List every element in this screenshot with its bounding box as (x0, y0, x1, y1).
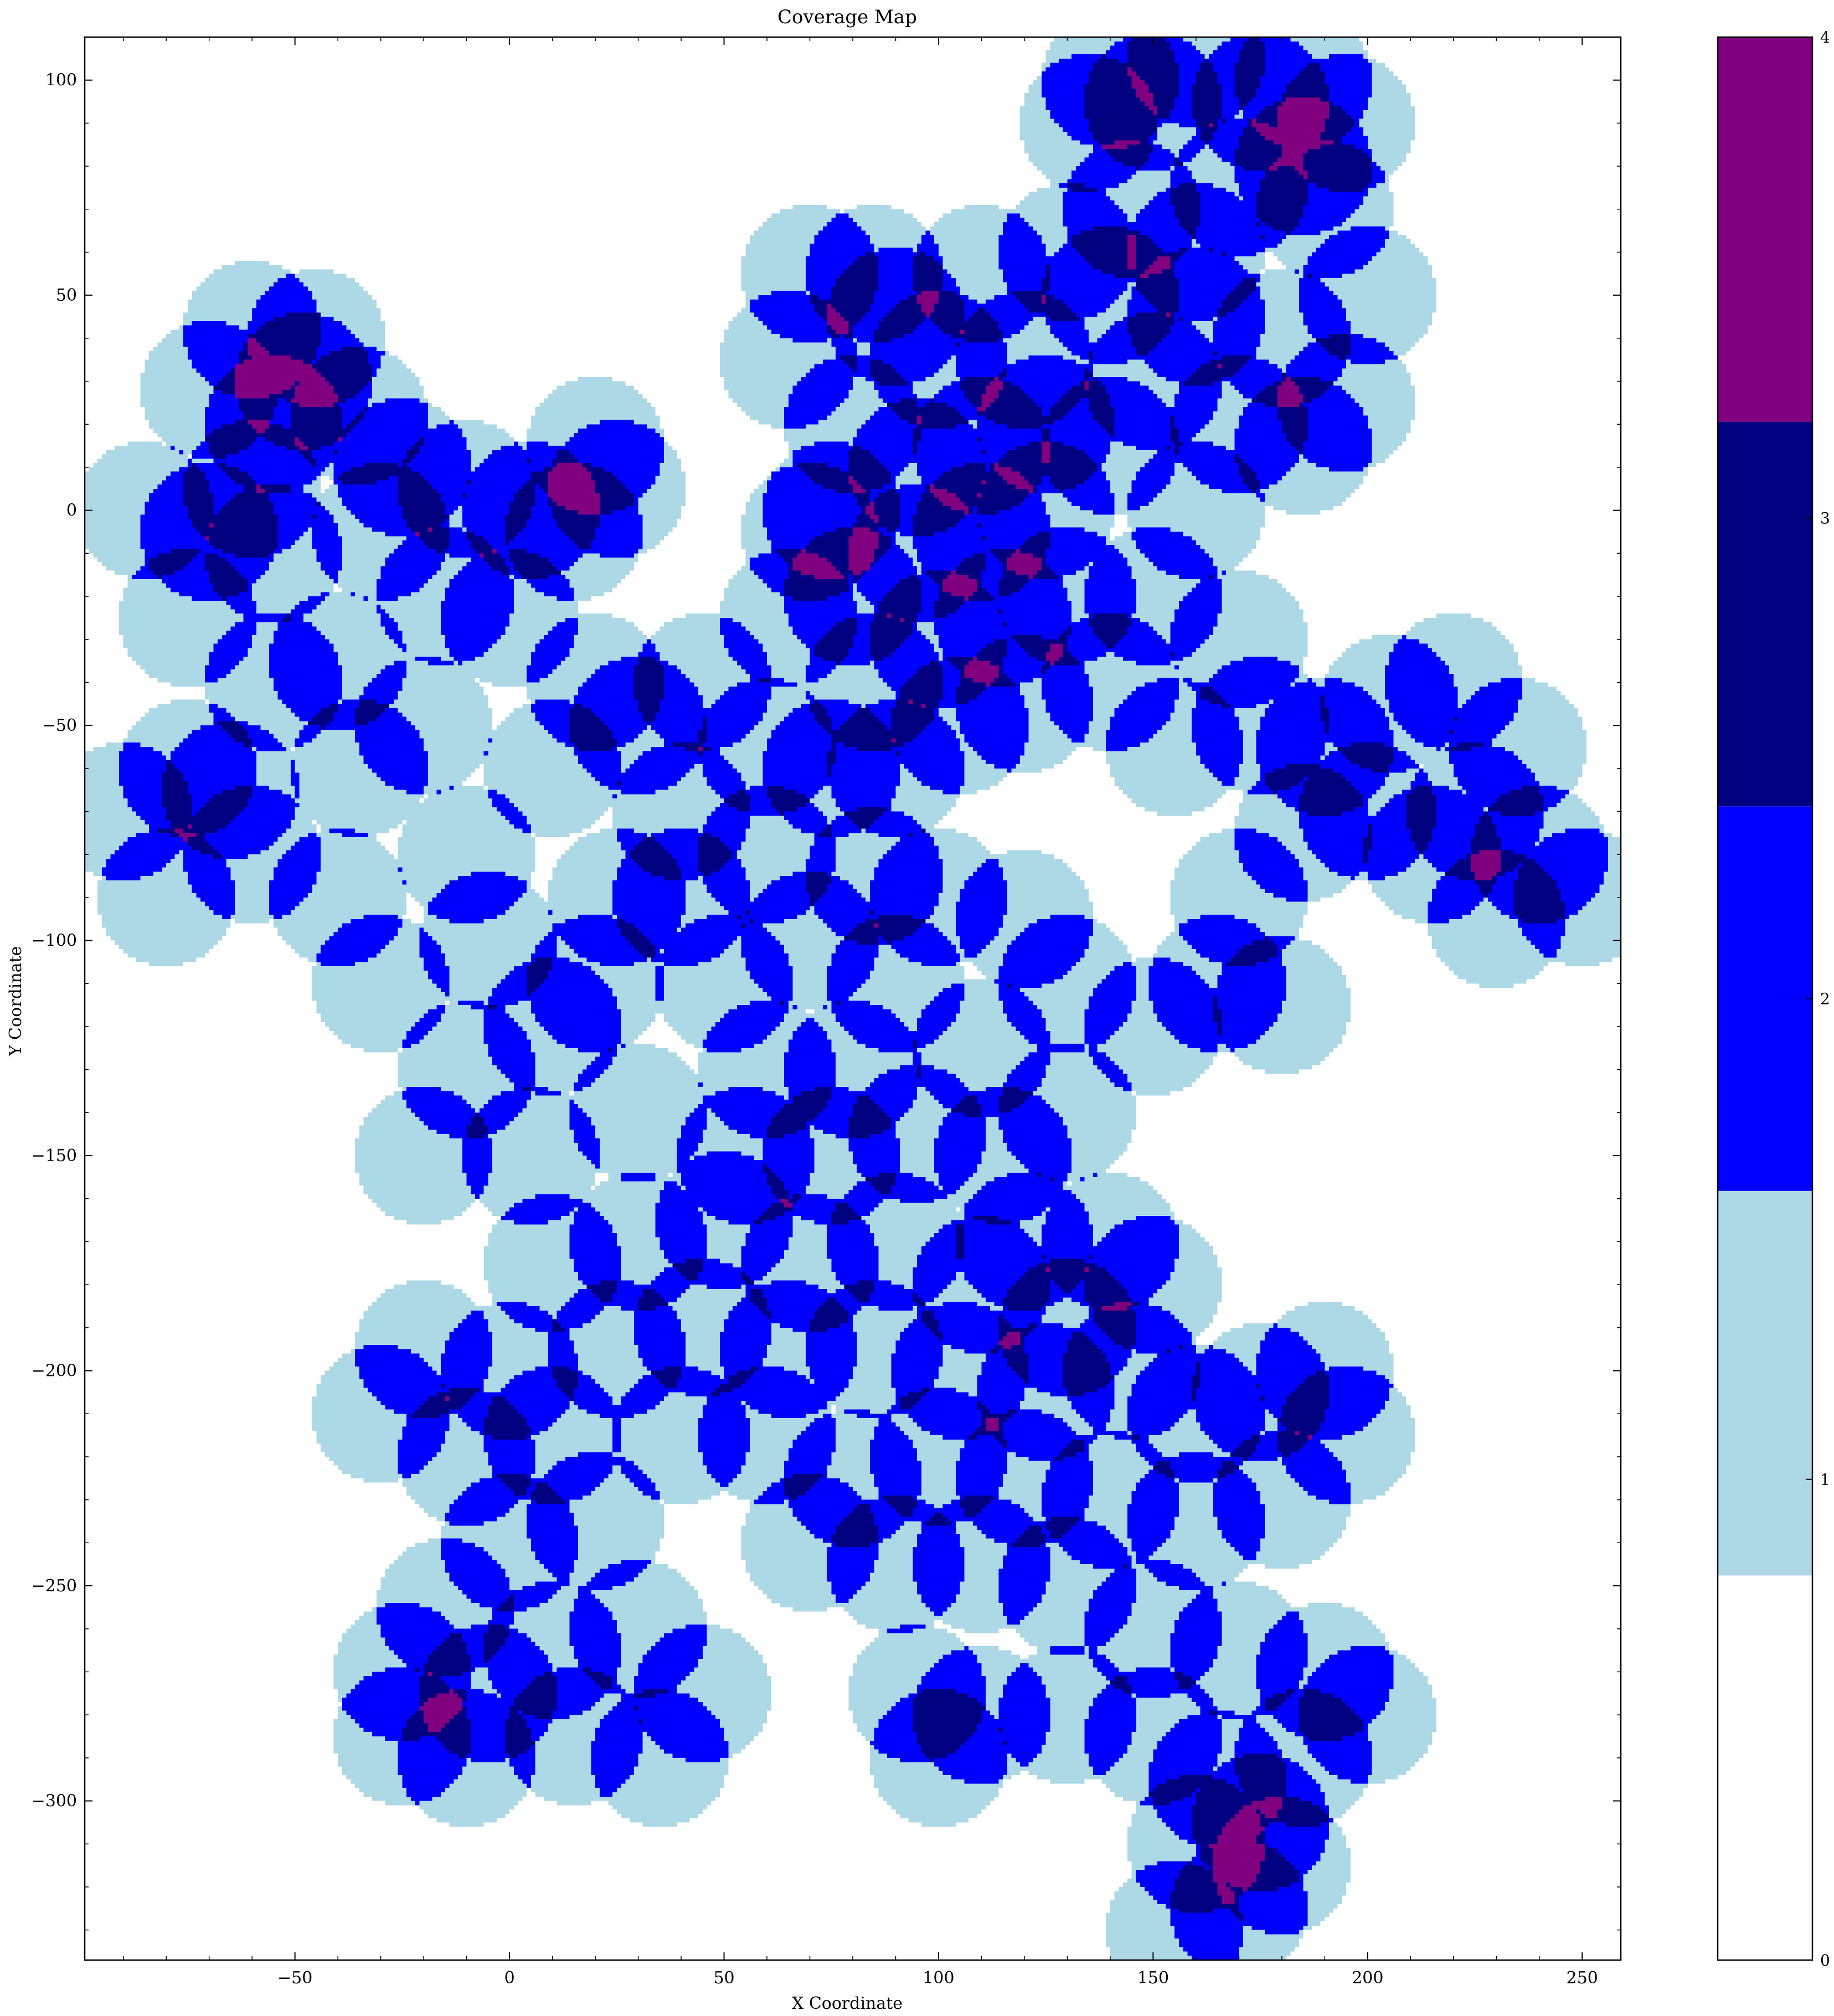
y-tick-label: −50 (42, 716, 77, 735)
colorbar-tick-label: 0 (1820, 1951, 1830, 1969)
x-tick-label: −50 (277, 1968, 312, 1988)
colorbar-segment (1718, 37, 1812, 422)
colorbar-segment (1718, 806, 1812, 1191)
y-tick-label: −300 (32, 1792, 77, 1811)
x-tick-label: 0 (504, 1968, 515, 1988)
colorbar-tick-label: 1 (1820, 1471, 1830, 1489)
colorbar-segment (1718, 421, 1812, 807)
plot-area (84, 36, 1622, 1961)
colorbar-tick-label: 3 (1820, 509, 1830, 527)
x-axis-label: X Coordinate (792, 1994, 903, 2013)
y-axis-label: Y Coordinate (6, 946, 25, 1057)
colorbar: 0 1 2 3 4 (1717, 28, 1830, 1969)
y-tick-label: −250 (32, 1576, 77, 1596)
y-tick-label: −100 (32, 931, 77, 951)
colorbar-tick-label: 4 (1820, 28, 1830, 47)
y-tick-label: 100 (45, 71, 77, 90)
coverage-raster (85, 37, 1621, 1960)
chart-title: Coverage Map (777, 6, 917, 28)
x-tick-label: 50 (713, 1968, 734, 1988)
colorbar-tick-label: 2 (1820, 990, 1830, 1008)
y-tick-label: 50 (56, 286, 77, 305)
x-axis: −50 0 50 100 150 200 250 (122, 37, 1598, 1988)
y-axis: 100 50 0 −50 −100 −150 −200 −250 −300 (32, 37, 1621, 1931)
colorbar-segment (1718, 1575, 1812, 1960)
x-tick-label: 150 (1137, 1968, 1169, 1988)
y-tick-label: −150 (32, 1146, 77, 1166)
y-tick-label: 0 (66, 501, 77, 520)
x-tick-label: 200 (1352, 1968, 1383, 1988)
x-tick-label: 100 (923, 1968, 954, 1988)
y-tick-label: −200 (32, 1362, 77, 1381)
x-tick-label: 250 (1567, 1968, 1598, 1988)
colorbar-segment (1718, 1190, 1812, 1576)
